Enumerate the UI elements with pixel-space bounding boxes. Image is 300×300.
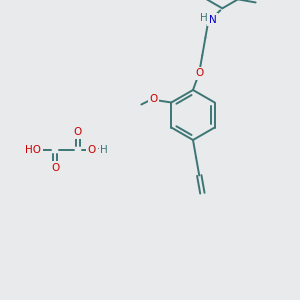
- Text: H: H: [200, 13, 207, 23]
- Text: H: H: [100, 145, 108, 155]
- Text: H: H: [96, 145, 104, 155]
- Text: O: O: [51, 163, 59, 173]
- Text: O: O: [195, 68, 203, 78]
- Text: HO: HO: [25, 145, 41, 155]
- Text: O: O: [88, 145, 96, 155]
- Text: N: N: [209, 15, 216, 25]
- Text: O: O: [149, 94, 158, 103]
- Text: O: O: [74, 127, 82, 137]
